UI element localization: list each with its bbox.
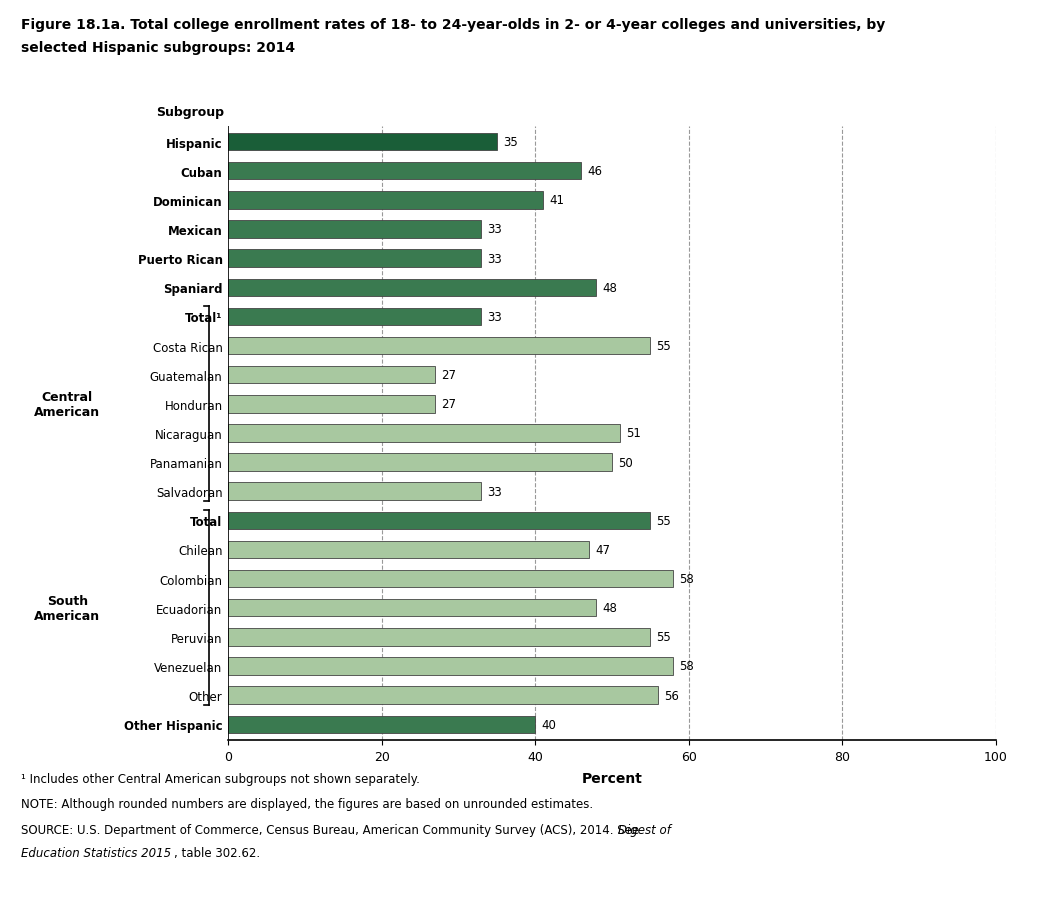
Bar <box>228 628 650 646</box>
Text: 40: 40 <box>541 718 556 731</box>
Bar <box>228 512 650 529</box>
Text: 27: 27 <box>442 368 456 382</box>
Text: NOTE: Although rounded numbers are displayed, the figures are based on unrounded: NOTE: Although rounded numbers are displ… <box>21 797 593 810</box>
Text: Subgroup: Subgroup <box>157 106 224 119</box>
Bar <box>228 163 581 181</box>
Text: 56: 56 <box>664 689 679 702</box>
Bar <box>228 308 481 326</box>
Text: 58: 58 <box>679 573 694 585</box>
Bar <box>228 250 481 267</box>
Bar <box>228 279 596 297</box>
Text: 48: 48 <box>602 601 617 615</box>
Bar <box>228 600 596 617</box>
Text: 58: 58 <box>679 660 694 673</box>
Bar <box>228 338 650 355</box>
Bar <box>228 716 535 733</box>
Text: 41: 41 <box>549 194 564 207</box>
Text: 48: 48 <box>602 282 617 294</box>
Text: 33: 33 <box>487 311 502 323</box>
Bar <box>228 367 436 384</box>
Text: 27: 27 <box>442 398 456 411</box>
Text: Figure 18.1a. Total college enrollment rates of 18- to 24-year-olds in 2- or 4-y: Figure 18.1a. Total college enrollment r… <box>21 18 885 32</box>
Bar <box>228 657 673 675</box>
Text: 55: 55 <box>656 630 671 644</box>
Text: 47: 47 <box>595 544 610 556</box>
Text: Central
American: Central American <box>34 390 101 418</box>
Text: 50: 50 <box>618 456 633 469</box>
Text: 35: 35 <box>503 136 517 149</box>
Text: ¹ Includes other Central American subgroups not shown separately.: ¹ Includes other Central American subgro… <box>21 772 420 785</box>
Bar <box>228 454 612 471</box>
Text: 55: 55 <box>656 340 671 353</box>
Bar <box>228 221 481 238</box>
Bar <box>228 192 542 209</box>
X-axis label: Percent: Percent <box>582 771 642 786</box>
Bar <box>228 483 481 500</box>
Text: 55: 55 <box>656 514 671 527</box>
Text: SOURCE: U.S. Department of Commerce, Census Bureau, American Community Survey (A: SOURCE: U.S. Department of Commerce, Cen… <box>21 823 643 835</box>
Text: Digest of: Digest of <box>618 823 671 835</box>
Text: 46: 46 <box>587 165 602 178</box>
Bar <box>228 424 619 442</box>
Text: selected Hispanic subgroups: 2014: selected Hispanic subgroups: 2014 <box>21 41 295 54</box>
Text: 51: 51 <box>625 427 641 440</box>
Bar <box>228 541 589 559</box>
Bar <box>228 396 436 413</box>
Text: Education Statistics 2015: Education Statistics 2015 <box>21 846 171 859</box>
Text: , table 302.62.: , table 302.62. <box>174 846 260 859</box>
Bar <box>228 134 497 151</box>
Text: 33: 33 <box>487 485 502 498</box>
Text: 33: 33 <box>487 252 502 265</box>
Text: 33: 33 <box>487 223 502 237</box>
Text: South
American: South American <box>34 594 101 622</box>
Bar <box>228 686 657 704</box>
Bar <box>228 570 673 588</box>
